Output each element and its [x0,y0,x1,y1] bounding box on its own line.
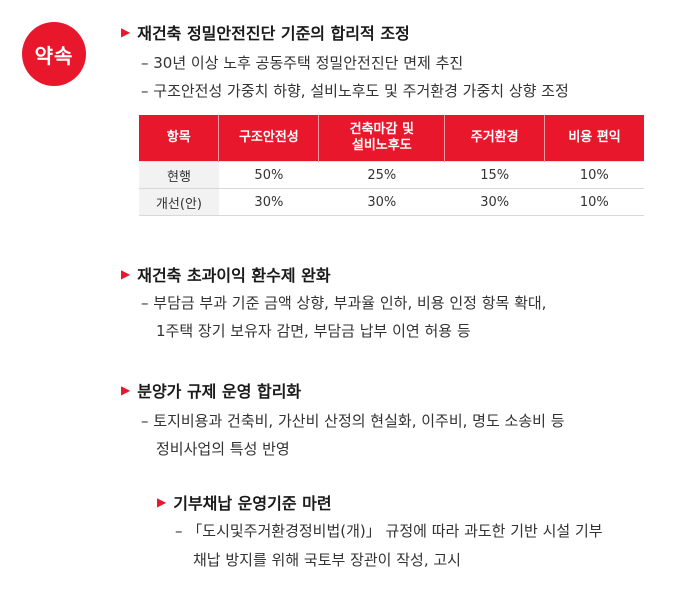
table-header-cell-text: 건축마감 및 설비노후도 [349,122,414,153]
table-cell: 30% [218,188,319,216]
bullet-triangle-icon: ▶ [157,495,167,509]
section3-heading: ▶ 분양가 규제 운영 합리화 [121,378,301,402]
table-cell: 25% [318,161,445,189]
table-cell: 15% [444,161,545,189]
section4-heading-text: 기부채납 운영기준 마련 [173,494,332,513]
bullet-triangle-icon: ▶ [121,267,131,281]
table-cell: 30% [318,188,445,216]
table-header-row: 항목 구조안전성 건축마감 및 설비노후도 주거환경 비용 편익 [139,115,644,162]
promise-badge: 약속 [22,22,86,86]
weight-table: 항목 구조안전성 건축마감 및 설비노후도 주거환경 비용 편익 현행 50% … [139,115,644,216]
section2-heading-text: 재건축 초과이익 환수제 완화 [137,266,331,285]
table-header-cell: 구조안전성 [218,115,319,162]
section1-bullet-2: – 구조안전성 가중치 하향, 설비노후도 및 주거환경 가중치 상향 조정 [141,82,569,100]
bullet-triangle-icon: ▶ [121,383,131,397]
table-cell: 50% [218,161,319,189]
section3-heading-text: 분양가 규제 운영 합리화 [137,382,302,401]
section2-line-1: – 부담금 부과 기준 금액 상향, 부과율 인하, 비용 인정 항목 확대, [141,294,547,312]
table-cell: 개선(안) [139,188,219,216]
section1-heading: ▶ 재건축 정밀안전진단 기준의 합리적 조정 [121,20,410,44]
table-header-cell: 비용 편익 [544,115,644,162]
table-row: 개선(안) 30% 30% 30% 10% [139,188,644,216]
section1-heading-text: 재건축 정밀안전진단 기준의 합리적 조정 [137,24,410,43]
section3-line-2: 정비사업의 특성 반영 [156,440,290,458]
section1-bullet-1: – 30년 이상 노후 공동주택 정밀안전진단 면제 추진 [141,54,464,72]
section2-line-2: 1주택 장기 보유자 감면, 부담금 납부 이연 허용 등 [156,322,471,340]
section2-heading: ▶ 재건축 초과이익 환수제 완화 [121,262,331,286]
table-cell: 30% [444,188,545,216]
section4-line-2: 채납 방지를 위해 국토부 장관이 작성, 고시 [193,551,461,569]
section4-line-1: – 「도시및주거환경정비법(개)」 규정에 따라 과도한 기반 시설 기부 [175,522,603,540]
bullet-triangle-icon: ▶ [121,25,131,39]
table-cell: 10% [544,188,644,216]
section3-line-1: – 토지비용과 건축비, 가산비 산정의 현실화, 이주비, 명도 소송비 등 [141,412,565,430]
table-cell: 10% [544,161,644,189]
table-header-cell: 건축마감 및 설비노후도 [318,115,445,162]
table-cell: 현행 [139,161,219,189]
section4-heading: ▶ 기부채납 운영기준 마련 [157,490,332,514]
table-header-cell: 주거환경 [444,115,545,162]
table-header-cell: 항목 [139,115,219,162]
table-row: 현행 50% 25% 15% 10% [139,161,644,189]
